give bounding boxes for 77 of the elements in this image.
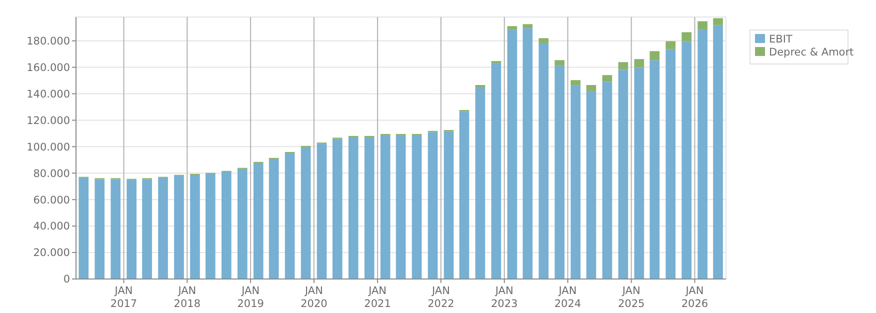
bar xyxy=(348,137,358,279)
x-tick-label: JAN 2025 xyxy=(618,285,645,310)
bar xyxy=(554,65,565,279)
bar xyxy=(698,30,708,279)
bar xyxy=(650,60,660,279)
bar xyxy=(300,146,311,279)
y-tick-label: 120.000 xyxy=(26,114,70,127)
bar xyxy=(602,75,612,82)
bar xyxy=(174,176,184,279)
bar xyxy=(158,178,168,279)
x-tick-label: JAN 2017 xyxy=(110,285,138,310)
bar xyxy=(507,26,518,30)
bar xyxy=(586,85,596,91)
bar xyxy=(538,38,549,44)
bar xyxy=(618,70,628,279)
bar xyxy=(698,21,708,30)
bar xyxy=(237,168,248,279)
y-tick-label: 80.000 xyxy=(33,168,70,180)
bar xyxy=(332,138,342,279)
bar xyxy=(538,43,549,279)
bar xyxy=(634,68,644,279)
bar xyxy=(586,90,596,279)
bar xyxy=(110,179,121,279)
bar xyxy=(634,59,644,68)
bar xyxy=(206,174,216,279)
bar xyxy=(618,62,628,70)
bar xyxy=(126,180,136,279)
bar xyxy=(554,60,565,66)
x-tick-label: JAN 2018 xyxy=(174,285,201,310)
y-tick-label: 160.000 xyxy=(26,62,70,74)
legend-label: Deprec & Amort xyxy=(769,46,854,59)
bar xyxy=(666,49,676,279)
bar xyxy=(713,25,723,279)
bar xyxy=(570,85,580,279)
bar xyxy=(444,131,454,279)
y-tick-label: 180.000 xyxy=(26,35,70,48)
x-tick-label: JAN 2020 xyxy=(300,285,328,310)
bar xyxy=(316,144,327,279)
x-tick-label: JAN 2019 xyxy=(237,285,264,310)
bar xyxy=(412,135,422,279)
y-tick-label: 0 xyxy=(63,274,70,286)
y-tick-label: 100.000 xyxy=(26,141,70,154)
x-tick-label: JAN 2022 xyxy=(428,285,454,310)
x-tick-label: JAN 2021 xyxy=(364,285,391,310)
bar xyxy=(78,178,89,279)
y-tick-label: 20.000 xyxy=(33,247,70,260)
bar xyxy=(491,63,502,279)
y-tick-label: 60.000 xyxy=(33,194,70,206)
x-tick-label: JAN 2024 xyxy=(554,285,582,310)
bar xyxy=(190,174,200,279)
bar xyxy=(459,112,470,279)
bar xyxy=(222,172,232,279)
y-tick-label: 140.000 xyxy=(26,88,70,100)
bar xyxy=(650,51,660,60)
bar xyxy=(142,179,152,279)
bar xyxy=(428,132,438,279)
bar xyxy=(253,162,264,279)
bar xyxy=(284,153,295,279)
bar xyxy=(570,80,580,86)
bar xyxy=(507,29,518,279)
legend-label: EBIT xyxy=(769,34,793,46)
bar xyxy=(682,41,692,279)
bar xyxy=(268,158,279,279)
bar xyxy=(666,41,676,50)
bar xyxy=(602,82,612,279)
bar xyxy=(380,135,390,279)
x-tick-label: JAN 2026 xyxy=(681,285,708,310)
bar xyxy=(682,32,692,42)
bar xyxy=(522,24,533,28)
x-tick-label: JAN 2023 xyxy=(490,285,518,310)
bar xyxy=(94,179,105,279)
y-tick-label: 40.000 xyxy=(33,220,70,233)
bar xyxy=(475,87,486,279)
bar xyxy=(364,137,374,279)
bar xyxy=(396,135,406,279)
bar xyxy=(713,18,723,26)
bar xyxy=(522,28,533,279)
